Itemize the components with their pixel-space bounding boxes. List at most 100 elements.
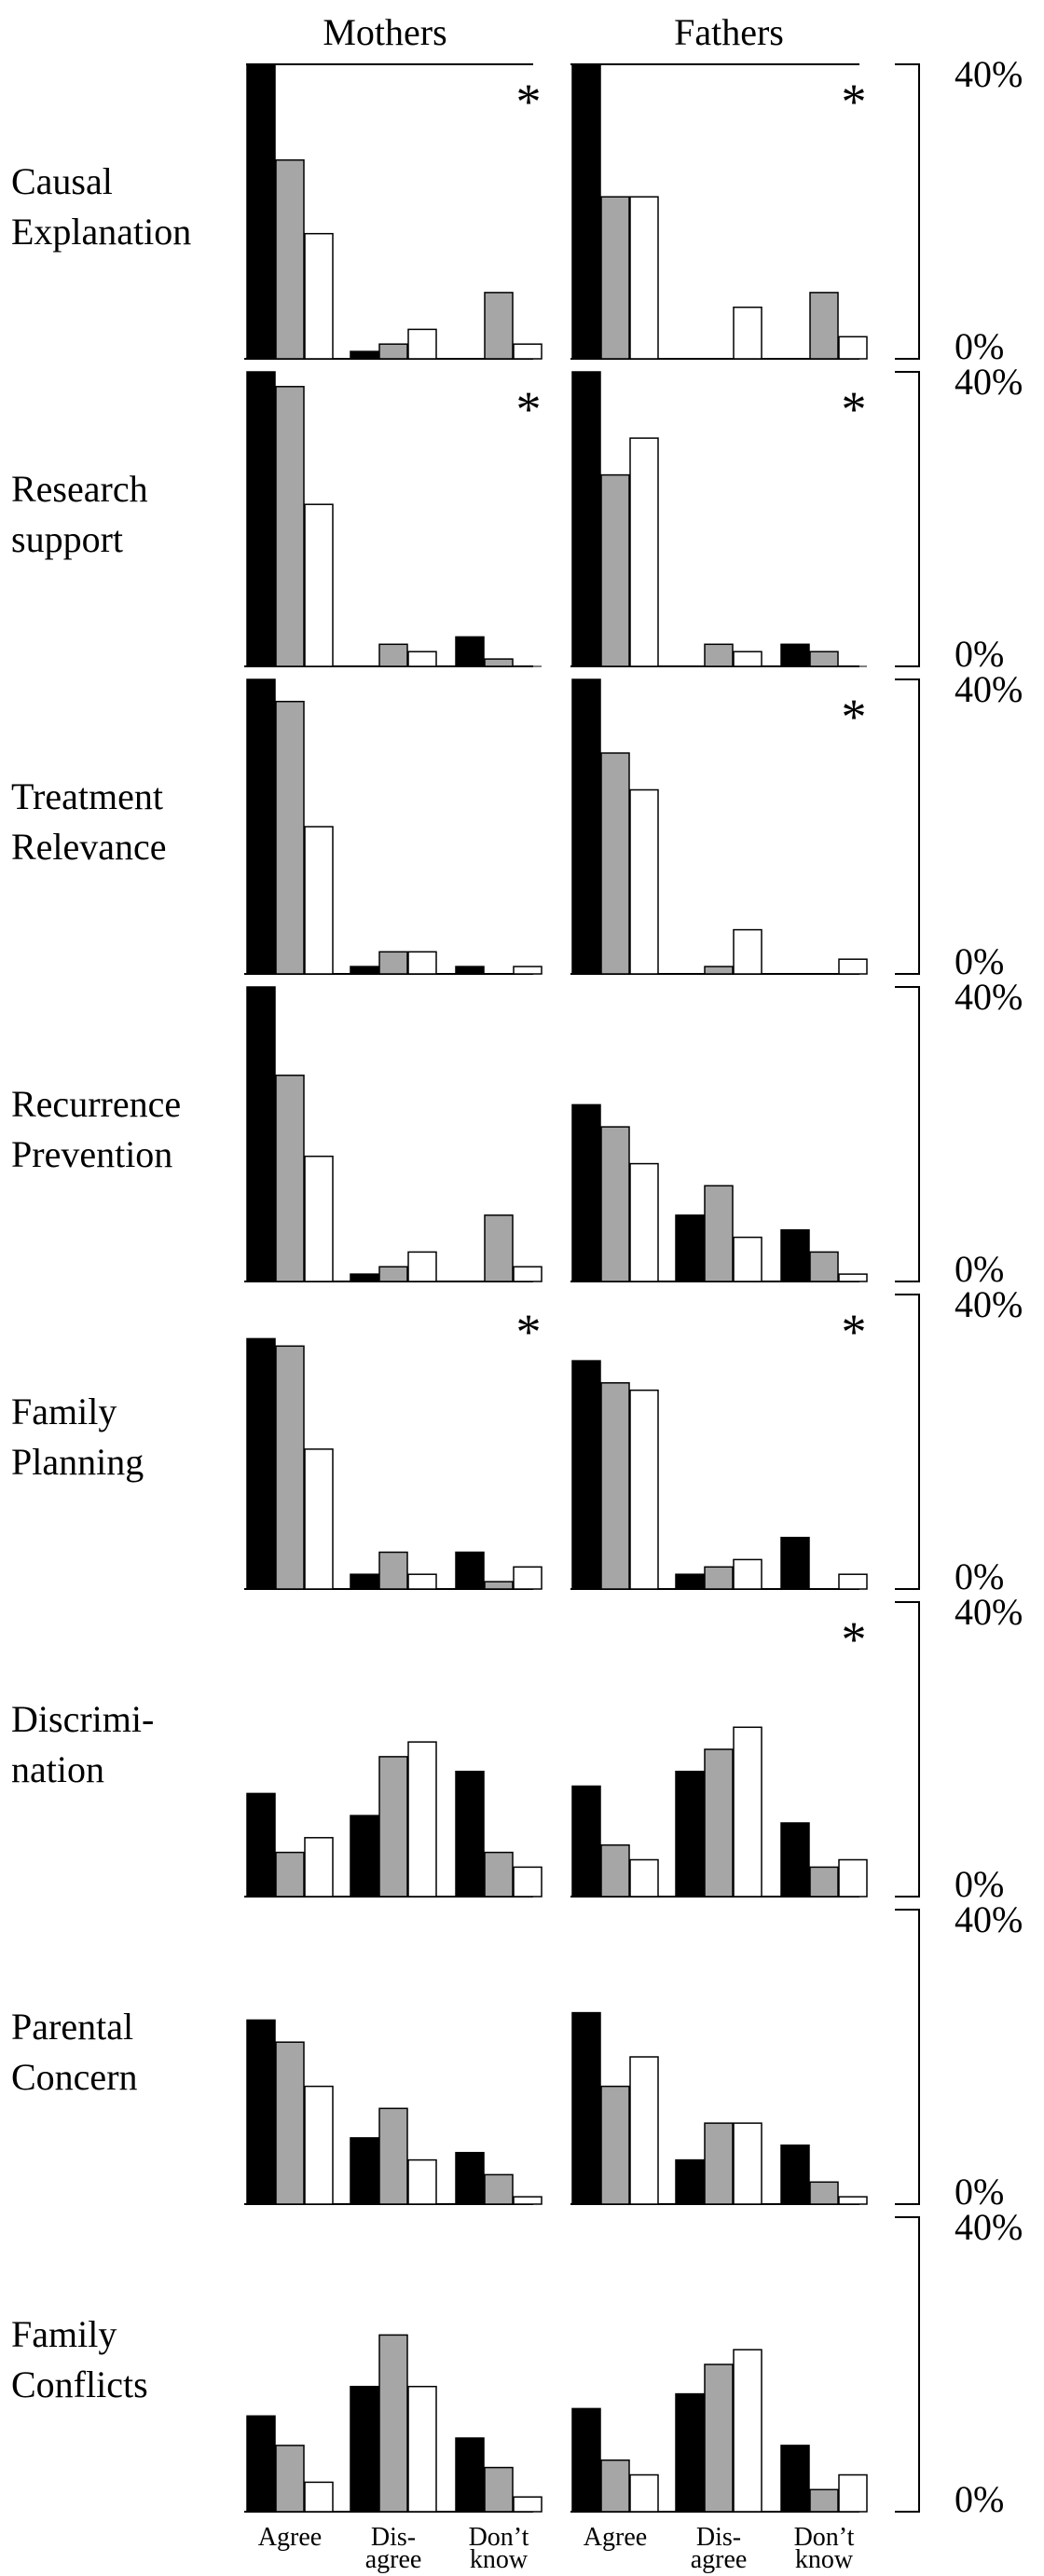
y-axis-bracket-research-support <box>895 371 920 667</box>
bar-family-conflicts-fathers-s2-g2 <box>838 2473 868 2513</box>
bar-discrimi-nation-mothers-s2-g2 <box>513 1866 543 1898</box>
y-tick-label-bottom-parental-concern: 0% <box>955 2171 1004 2213</box>
y-tick-label-top-family-planning: 40% <box>955 1283 1023 1325</box>
bar-recurrence-prevention-fathers-s1-g2 <box>809 1251 839 1282</box>
bar-discrimi-nation-fathers-s1-g0 <box>600 1843 630 1898</box>
bar-research-support-mothers-s2-g0 <box>304 503 334 667</box>
bar-family-conflicts-mothers-s2-g2 <box>513 2496 543 2513</box>
bar-causal-explanation-fathers-s0-g0 <box>571 63 601 360</box>
bar-recurrence-prevention-mothers-s2-g1 <box>407 1251 437 1282</box>
bar-parental-concern-fathers-s0-g1 <box>675 2158 705 2205</box>
bar-family-planning-mothers-s2-g0 <box>304 1448 334 1590</box>
column-header-mothers: Mothers <box>323 11 446 53</box>
bar-family-conflicts-mothers-s1-g1 <box>378 2334 408 2513</box>
bar-family-planning-fathers-s0-g2 <box>780 1536 810 1590</box>
bar-research-support-mothers-s1-g2 <box>484 658 514 667</box>
significance-star-research-support-fathers: * <box>842 381 867 437</box>
bar-recurrence-prevention-mothers-s2-g2 <box>513 1266 543 1282</box>
y-tick-label-bottom-causal-explanation: 0% <box>955 325 1004 367</box>
bar-recurrence-prevention-fathers-s2-g1 <box>733 1236 762 1282</box>
bar-research-support-fathers-s1-g1 <box>704 643 734 667</box>
bar-parental-concern-fathers-s2-g0 <box>629 2056 659 2205</box>
bar-recurrence-prevention-mothers-s0-g0 <box>246 986 276 1282</box>
bar-recurrence-prevention-mothers-s0-g1 <box>350 1273 379 1282</box>
bar-discrimi-nation-fathers-s1-g1 <box>704 1748 734 1898</box>
bar-family-planning-mothers-s1-g1 <box>378 1551 408 1590</box>
significance-star-discrimi-nation-fathers: * <box>842 1611 867 1667</box>
bar-family-planning-mothers-s1-g0 <box>275 1345 305 1590</box>
bar-family-planning-fathers-s2-g0 <box>629 1389 659 1590</box>
y-tick-label-top-parental-concern: 40% <box>955 1898 1023 1940</box>
bar-recurrence-prevention-mothers-s1-g2 <box>484 1214 514 1282</box>
bar-causal-explanation-fathers-s2-g1 <box>733 306 762 360</box>
bar-family-planning-mothers-s0-g0 <box>246 1337 276 1590</box>
bar-treatment-relevance-mothers-s2-g2 <box>513 966 543 975</box>
bar-causal-explanation-mothers-s2-g2 <box>513 343 543 360</box>
bar-causal-explanation-mothers-s1-g1 <box>378 343 408 360</box>
bar-parental-concern-fathers-s2-g2 <box>838 2196 868 2205</box>
bar-recurrence-prevention-fathers-s1-g0 <box>600 1126 630 1282</box>
bar-parental-concern-mothers-s1-g0 <box>275 2041 305 2205</box>
bar-discrimi-nation-mothers-s2-g0 <box>304 1837 334 1898</box>
category-label-fathers-1: Dis-agree <box>691 2523 748 2574</box>
bar-family-conflicts-fathers-s0-g2 <box>780 2445 810 2513</box>
y-tick-label-top-discrimi-nation: 40% <box>955 1591 1023 1633</box>
bar-family-conflicts-mothers-s1-g0 <box>275 2445 305 2513</box>
column-header-fathers: Fathers <box>674 11 784 53</box>
bar-parental-concern-mothers-s1-g2 <box>484 2173 514 2205</box>
bar-family-conflicts-fathers-s0-g1 <box>675 2392 705 2513</box>
bar-family-conflicts-fathers-s1-g2 <box>809 2488 839 2513</box>
bar-causal-explanation-fathers-s1-g0 <box>600 196 630 360</box>
bar-parental-concern-mothers-s2-g0 <box>304 2085 334 2205</box>
bar-parental-concern-mothers-s0-g1 <box>350 2137 379 2205</box>
bar-family-planning-fathers-s2-g2 <box>838 1573 868 1590</box>
bar-recurrence-prevention-fathers-s2-g0 <box>629 1162 659 1282</box>
bar-research-support-mothers-s0-g0 <box>246 371 276 667</box>
bar-family-planning-mothers-s2-g1 <box>407 1573 437 1590</box>
category-label-mothers-2: Don’t know <box>469 2523 529 2574</box>
bar-treatment-relevance-mothers-s0-g2 <box>455 966 485 975</box>
bar-research-support-fathers-s1-g0 <box>600 473 630 667</box>
bar-causal-explanation-fathers-s2-g2 <box>838 336 868 360</box>
bar-treatment-relevance-mothers-s2-g0 <box>304 826 334 975</box>
y-axis-bracket-treatment-relevance <box>895 678 920 975</box>
bar-family-conflicts-fathers-s0-g0 <box>571 2407 601 2513</box>
bar-research-support-mothers-s0-g2 <box>455 636 485 667</box>
bar-discrimi-nation-mothers-s0-g2 <box>455 1770 485 1898</box>
bar-treatment-relevance-fathers-s1-g1 <box>704 966 734 975</box>
y-axis-bracket-discrimi-nation <box>895 1601 920 1898</box>
bar-family-conflicts-fathers-s1-g1 <box>704 2364 734 2513</box>
bar-parental-concern-fathers-s2-g1 <box>733 2122 762 2205</box>
bar-recurrence-prevention-fathers-s2-g2 <box>838 1273 868 1282</box>
significance-star-treatment-relevance-fathers: * <box>842 689 867 745</box>
category-label-mothers-1: Dis-agree <box>365 2523 422 2574</box>
bar-causal-explanation-mothers-s1-g2 <box>484 292 514 360</box>
bar-family-conflicts-fathers-s1-g0 <box>600 2459 630 2513</box>
bar-family-conflicts-mothers-s0-g1 <box>350 2385 379 2513</box>
bar-treatment-relevance-mothers-s1-g0 <box>275 700 305 975</box>
row-label-treatment-relevance: Treatment Relevance <box>11 775 167 868</box>
y-axis-bracket-family-conflicts <box>895 2216 920 2513</box>
bar-causal-explanation-mothers-s2-g1 <box>407 328 437 360</box>
bar-family-conflicts-mothers-s1-g2 <box>484 2466 514 2513</box>
bar-family-conflicts-fathers-s2-g0 <box>629 2473 659 2513</box>
y-axis-bracket-causal-explanation <box>895 63 920 360</box>
bar-parental-concern-fathers-s1-g2 <box>809 2181 839 2205</box>
significance-star-causal-explanation-fathers: * <box>842 74 867 130</box>
row-label-parental-concern: Parental Concern <box>11 2006 138 2098</box>
bar-recurrence-prevention-fathers-s0-g1 <box>675 1214 705 1282</box>
bar-causal-explanation-mothers-s0-g1 <box>350 350 379 360</box>
significance-star-family-planning-fathers: * <box>842 1304 867 1360</box>
bar-treatment-relevance-mothers-s2-g1 <box>407 951 437 975</box>
row-label-family-planning: Family Planning <box>11 1391 144 1483</box>
bar-parental-concern-fathers-s0-g2 <box>780 2144 810 2205</box>
bar-causal-explanation-mothers-s0-g0 <box>246 63 276 360</box>
category-label-fathers-2: Don’t know <box>794 2523 855 2574</box>
bar-discrimi-nation-fathers-s1-g2 <box>809 1866 839 1898</box>
y-tick-label-top-recurrence-prevention: 40% <box>955 976 1023 1018</box>
bar-parental-concern-fathers-s1-g0 <box>600 2085 630 2205</box>
bar-causal-explanation-fathers-s2-g0 <box>629 196 659 360</box>
bar-family-planning-fathers-s2-g1 <box>733 1558 762 1590</box>
bar-parental-concern-mothers-s2-g2 <box>513 2196 543 2205</box>
